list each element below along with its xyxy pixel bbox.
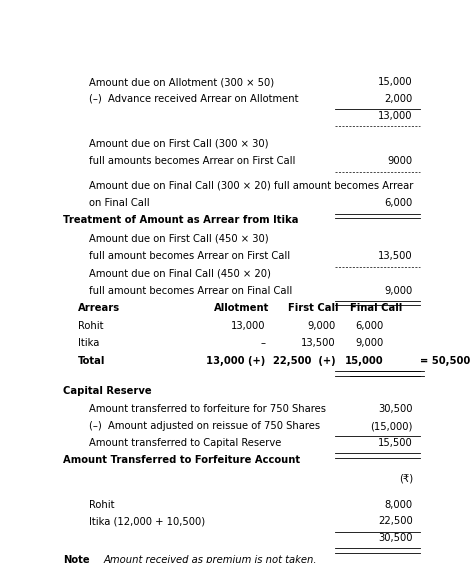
Text: 6,000: 6,000 bbox=[355, 321, 383, 331]
Text: Rohit: Rohit bbox=[78, 321, 103, 331]
Text: 15,000: 15,000 bbox=[345, 356, 383, 365]
Text: 15,500: 15,500 bbox=[378, 438, 413, 448]
Text: Amount due on Final Call (450 × 20): Amount due on Final Call (450 × 20) bbox=[89, 268, 271, 278]
Text: First Call: First Call bbox=[288, 303, 338, 312]
Text: Amount due on First Call (450 × 30): Amount due on First Call (450 × 30) bbox=[89, 234, 268, 244]
Text: Itika (12,000 + 10,500): Itika (12,000 + 10,500) bbox=[89, 516, 205, 526]
Text: Amount due on Final Call (300 × 20) full amount becomes Arrear: Amount due on Final Call (300 × 20) full… bbox=[89, 181, 413, 190]
Text: Arrears: Arrears bbox=[78, 303, 120, 312]
Text: (–)  Amount adjusted on reissue of 750 Shares: (–) Amount adjusted on reissue of 750 Sh… bbox=[89, 421, 320, 431]
Text: 30,500: 30,500 bbox=[378, 404, 413, 414]
Text: 9,000: 9,000 bbox=[355, 338, 383, 348]
Text: 9,000: 9,000 bbox=[307, 321, 335, 331]
Text: (15,000): (15,000) bbox=[370, 421, 413, 431]
Text: 13,000: 13,000 bbox=[231, 321, 266, 331]
Text: Amount transferred to Capital Reserve: Amount transferred to Capital Reserve bbox=[89, 438, 281, 448]
Text: 13,000 (+): 13,000 (+) bbox=[206, 356, 266, 365]
Text: full amounts becomes Arrear on First Call: full amounts becomes Arrear on First Cal… bbox=[89, 157, 295, 166]
Text: 13,500: 13,500 bbox=[301, 338, 335, 348]
Text: Amount transferred to forfeiture for 750 Shares: Amount transferred to forfeiture for 750… bbox=[89, 404, 326, 414]
Text: Total: Total bbox=[78, 356, 105, 365]
Text: Final Call: Final Call bbox=[350, 303, 402, 312]
Text: 6,000: 6,000 bbox=[385, 198, 413, 208]
Text: full amount becomes Arrear on First Call: full amount becomes Arrear on First Call bbox=[89, 252, 290, 261]
Text: Amount due on First Call (300 × 30): Amount due on First Call (300 × 30) bbox=[89, 138, 268, 149]
Text: Note: Note bbox=[63, 556, 90, 563]
Text: Treatment of Amount as Arrear from Itika: Treatment of Amount as Arrear from Itika bbox=[63, 215, 299, 225]
Text: 30,500: 30,500 bbox=[378, 533, 413, 543]
Text: full amount becomes Arrear on Final Call: full amount becomes Arrear on Final Call bbox=[89, 286, 292, 296]
Text: 8,000: 8,000 bbox=[385, 499, 413, 510]
Text: Allotment: Allotment bbox=[214, 303, 269, 312]
Text: on Final Call: on Final Call bbox=[89, 198, 150, 208]
Text: 9,000: 9,000 bbox=[385, 286, 413, 296]
Text: Amount Transferred to Forfeiture Account: Amount Transferred to Forfeiture Account bbox=[63, 455, 300, 465]
Text: = 50,500: = 50,500 bbox=[420, 356, 470, 365]
Text: 2,000: 2,000 bbox=[385, 94, 413, 104]
Text: 13,500: 13,500 bbox=[378, 252, 413, 261]
Text: (–)  Advance received Arrear on Allotment: (–) Advance received Arrear on Allotment bbox=[89, 94, 298, 104]
Text: Amount received as premium is not taken.: Amount received as premium is not taken. bbox=[104, 556, 317, 563]
Text: –: – bbox=[260, 338, 266, 348]
Text: Itika: Itika bbox=[78, 338, 99, 348]
Text: 15,000: 15,000 bbox=[378, 77, 413, 87]
Text: 22,500  (+): 22,500 (+) bbox=[273, 356, 335, 365]
Text: Amount due on Allotment (300 × 50): Amount due on Allotment (300 × 50) bbox=[89, 77, 274, 87]
Text: (₹): (₹) bbox=[399, 473, 413, 484]
Text: Rohit: Rohit bbox=[89, 499, 114, 510]
Text: 13,000: 13,000 bbox=[378, 111, 413, 120]
Text: 22,500: 22,500 bbox=[378, 516, 413, 526]
Text: 9000: 9000 bbox=[388, 157, 413, 166]
Text: Capital Reserve: Capital Reserve bbox=[63, 386, 152, 396]
